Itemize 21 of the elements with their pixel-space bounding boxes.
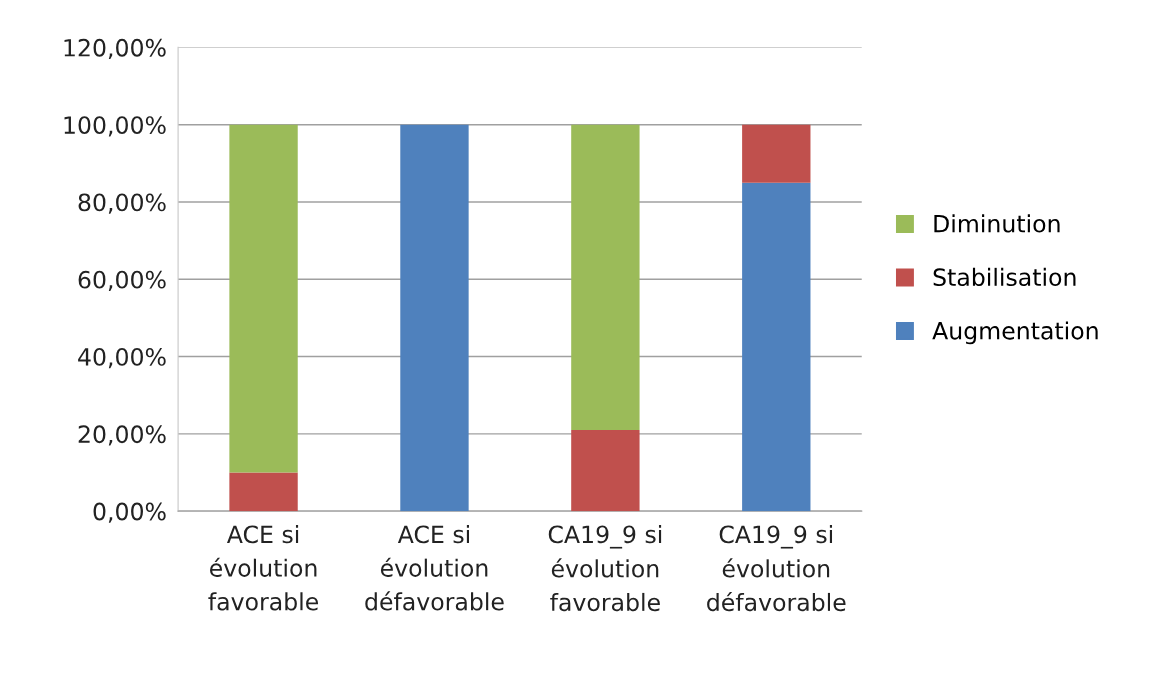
bar: [742, 182, 811, 512]
bar: [571, 429, 640, 512]
legend-label: Diminution: [934, 214, 1060, 233]
y-tick-label: 40,00%: [78, 348, 166, 369]
y-tick-label: 120,00%: [64, 38, 166, 60]
y-tick-label: 20,00%: [78, 425, 166, 446]
legend-label: Augmentation: [932, 321, 1098, 345]
bar: [742, 124, 811, 183]
x-tick-label: CA19_9 si évolution défavorable: [707, 525, 846, 612]
y-tick-label: 100,00%: [64, 116, 166, 137]
x-tick-label: ACE si évolution favorable: [208, 525, 319, 611]
x-tick-label: ACE si évolution défavorable: [365, 525, 504, 611]
bar: [229, 472, 298, 512]
legend-label: Stabilisation: [933, 267, 1076, 287]
y-tick-label: 0,00%: [93, 502, 166, 523]
bar: [400, 124, 469, 512]
bar: [229, 124, 298, 473]
x-tick-label: CA19_9 si évolution favorable: [548, 525, 662, 612]
bar: [571, 124, 640, 430]
y-tick-label: 80,00%: [78, 193, 166, 214]
y-tick-label: 60,00%: [78, 270, 166, 291]
